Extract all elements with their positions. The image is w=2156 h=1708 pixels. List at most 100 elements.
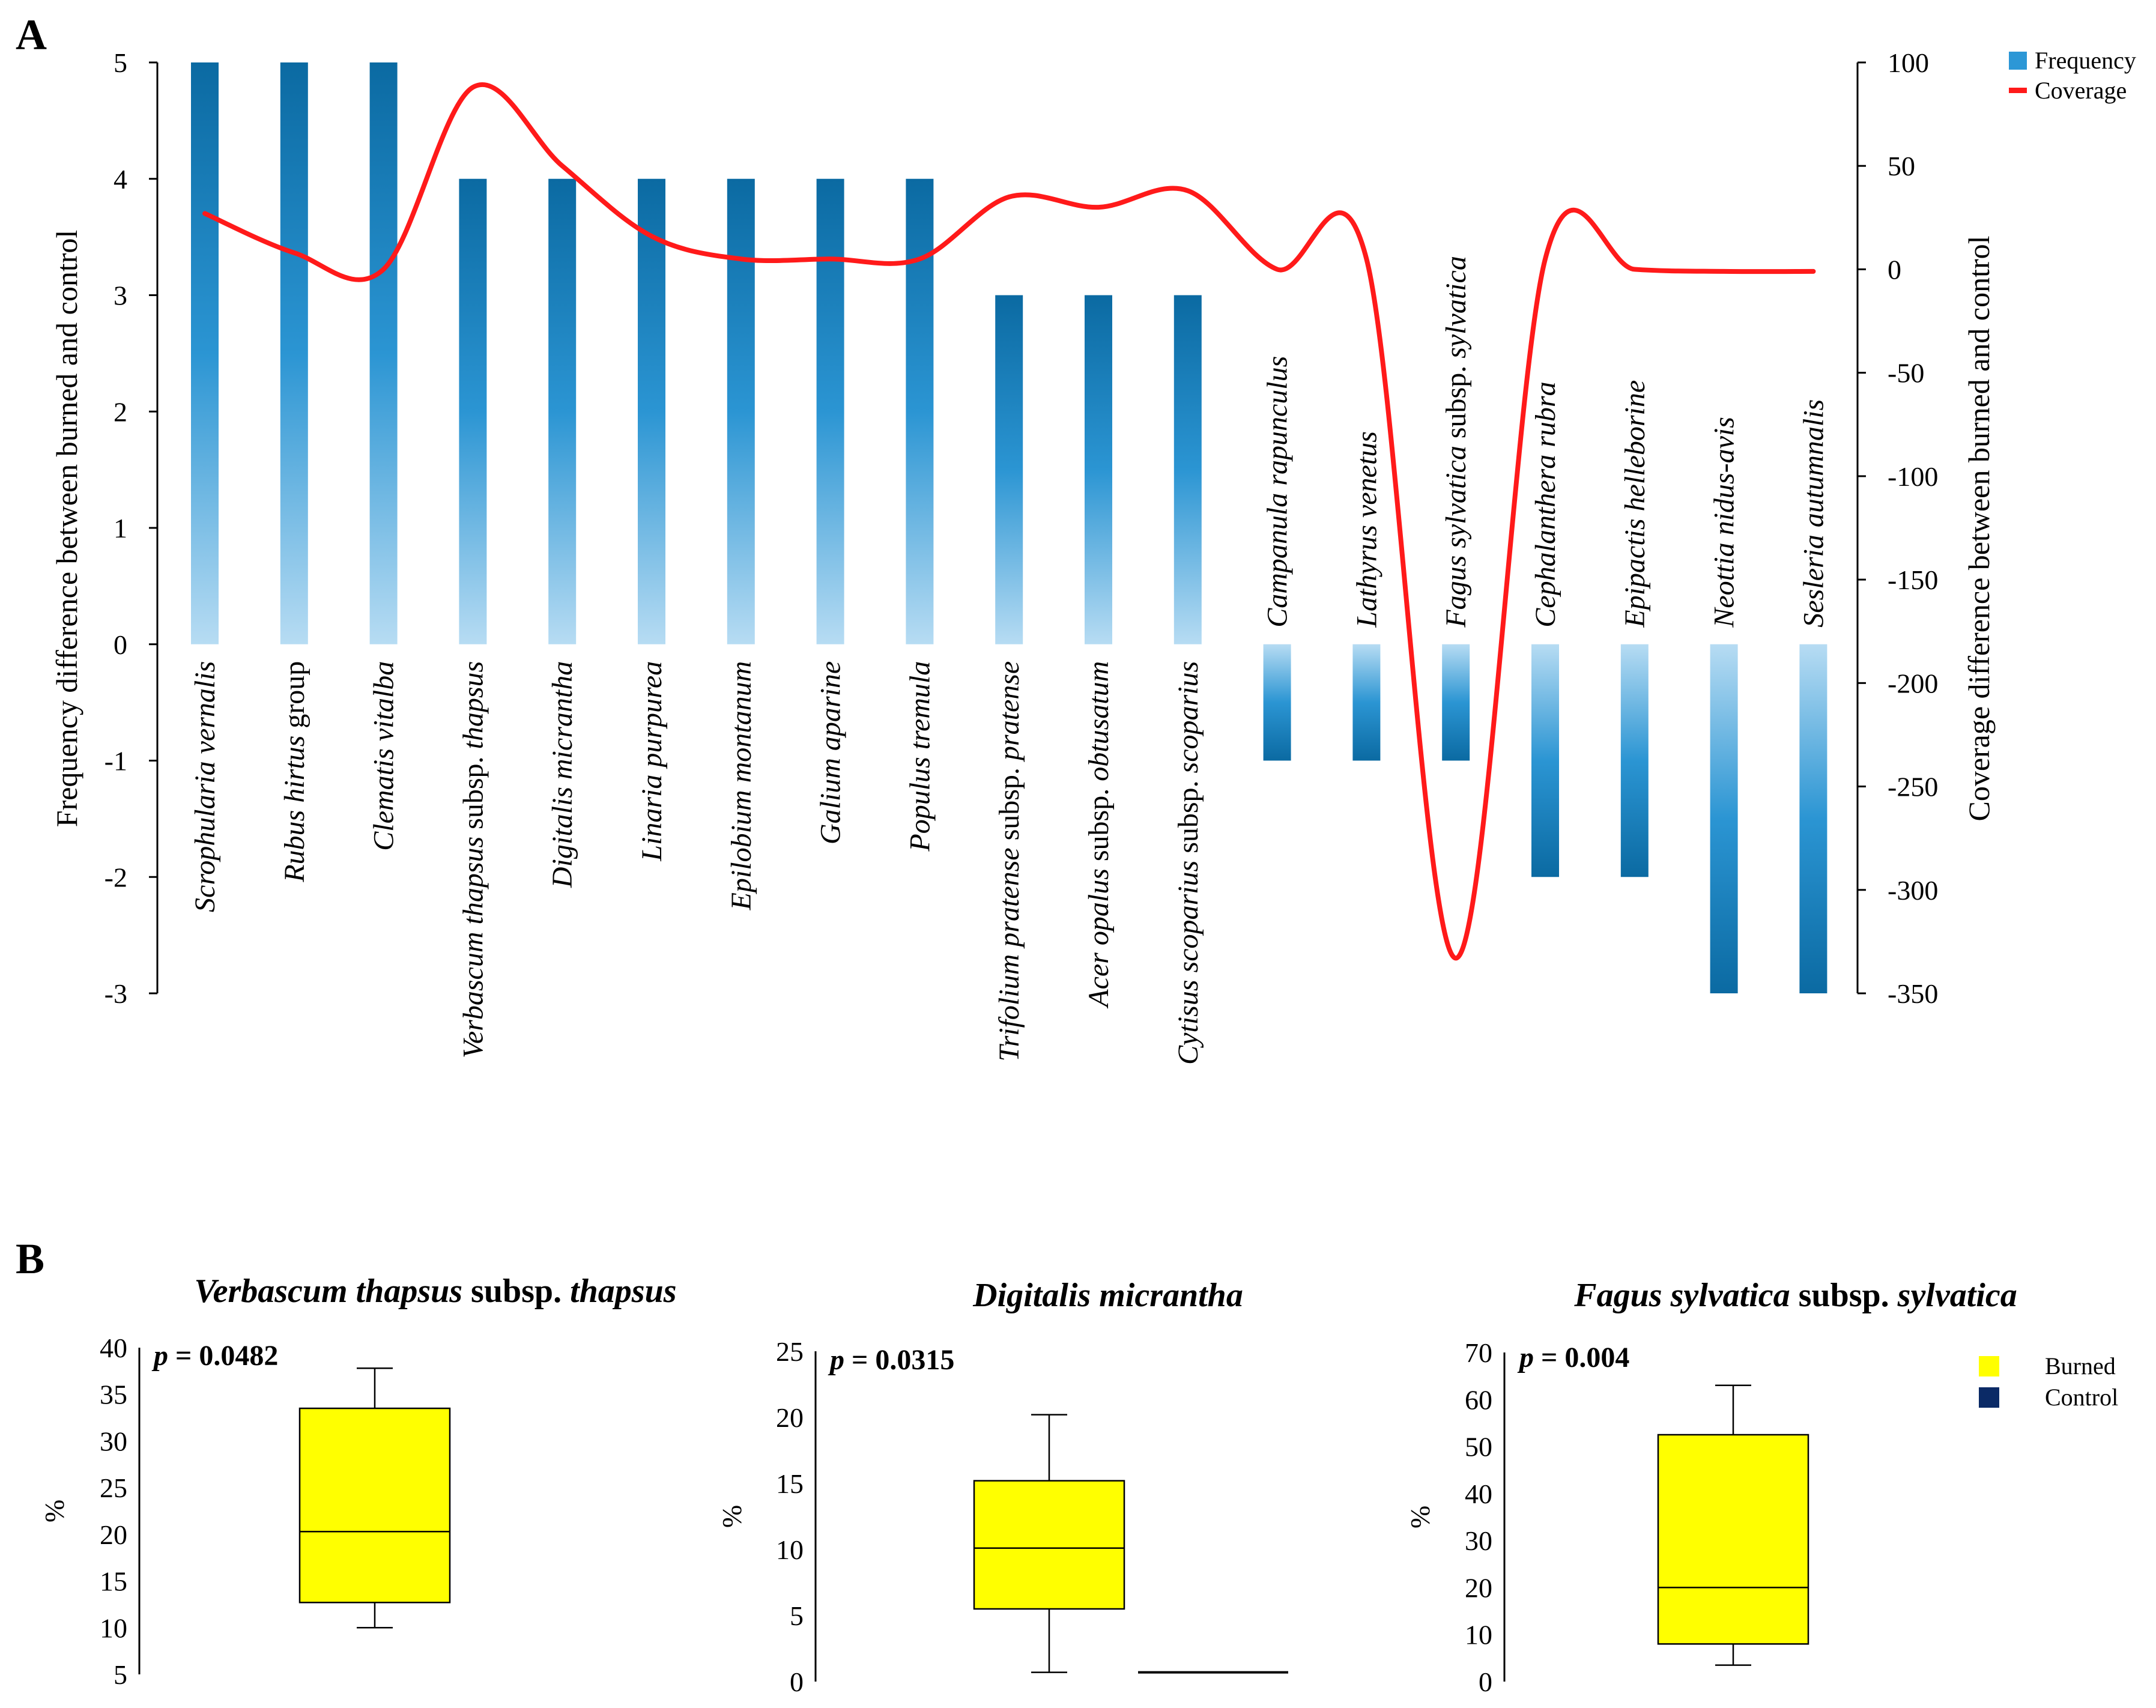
species-label-italic2: pratense xyxy=(993,661,1025,762)
frequency-bar xyxy=(1263,644,1291,761)
burned-box xyxy=(298,1407,451,1604)
species-labels: Scrophularia vernalis Rubus hirtus group C… xyxy=(189,256,1829,1065)
species-label-italic: Clematis vitalba xyxy=(368,661,400,851)
frequency-bar xyxy=(995,295,1023,644)
boxplot-title: Digitalis micrantha xyxy=(972,1277,1243,1314)
boxplot-title-plain: subsp. xyxy=(1790,1277,1898,1314)
right-tick-label: 0 xyxy=(1888,254,1901,285)
species-label-italic: Rubus hirtus xyxy=(279,736,310,883)
frequency-bar xyxy=(1620,644,1649,877)
frequency-bar xyxy=(727,178,755,644)
panel-b-label: B xyxy=(16,1235,44,1283)
panel-b-boxplots: Verbascum thapsus subsp. thapsus p = 0.04… xyxy=(39,1273,2017,1697)
right-tick-label: -200 xyxy=(1888,668,1938,698)
frequency-bar xyxy=(548,178,577,644)
species-label-italic: Sesleria autumnalis xyxy=(1797,399,1829,628)
frequency-bar xyxy=(816,178,844,644)
boxplot-tick-label: 15 xyxy=(776,1468,804,1499)
boxplot-tick-label: 60 xyxy=(1465,1384,1492,1415)
left-tick-label: -1 xyxy=(104,746,127,777)
boxplot-tick-label: 50 xyxy=(1465,1432,1492,1462)
frequency-bar xyxy=(280,62,308,644)
p-value-number: = 0.0482 xyxy=(168,1340,278,1372)
boxplot-tick-label: 10 xyxy=(1465,1620,1492,1650)
species-label: Populus tremula xyxy=(904,661,936,852)
left-axis-title: Frequency difference between burned and … xyxy=(50,230,83,827)
coverage-line xyxy=(202,82,1816,961)
boxplot-title: Fagus sylvatica subsp. sylvatica xyxy=(1573,1277,2017,1314)
legend-control-swatch xyxy=(1979,1387,1999,1408)
boxplot-title-italic: Verbascum thapsus xyxy=(194,1273,462,1310)
right-tick-label: -250 xyxy=(1888,772,1938,802)
frequency-bar xyxy=(638,178,665,644)
boxplot-tick-label: 35 xyxy=(100,1379,127,1410)
p-value: p = 0.0315 xyxy=(828,1344,954,1376)
boxplot-tick-label: 15 xyxy=(100,1566,127,1597)
boxplot-tick-label: 40 xyxy=(1465,1479,1492,1509)
species-label: Verbascum thapsus subsp. thapsus xyxy=(457,661,489,1058)
boxplot-tick-label: 10 xyxy=(100,1613,127,1643)
frequency-bar xyxy=(1710,644,1738,993)
p-value: p = 0.0482 xyxy=(151,1340,278,1372)
left-tick-label: -2 xyxy=(104,862,127,892)
legend-frequency-label: Frequency xyxy=(2035,47,2136,74)
boxplot-tick-label: 10 xyxy=(776,1534,804,1565)
p-value-number: = 0.004 xyxy=(1534,1342,1629,1373)
boxplot-title: Verbascum thapsus subsp. thapsus xyxy=(194,1273,676,1310)
boxplot-title-italic2: sylvatica xyxy=(1897,1277,2017,1314)
burned-box xyxy=(1657,1434,1809,1645)
frequency-bars xyxy=(191,62,1827,993)
legend-coverage-swatch xyxy=(2009,88,2027,93)
right-axis-title: Coverage difference between burned and c… xyxy=(1962,235,1996,821)
species-label: Epilobium montanum xyxy=(725,661,757,911)
burned-box xyxy=(973,1480,1125,1610)
p-value: p = 0.004 xyxy=(1517,1342,1629,1373)
frequency-bar xyxy=(1352,644,1381,761)
species-label: Rubus hirtus group xyxy=(279,661,310,883)
right-tick-label: -300 xyxy=(1888,875,1938,906)
species-label-plain: group xyxy=(279,661,310,736)
species-label: Galium aparine xyxy=(815,661,847,844)
species-label: Trifolium pratense subsp. pratense xyxy=(993,661,1025,1062)
boxplot-ylabel: % xyxy=(1405,1506,1435,1528)
species-label-plain: subsp. xyxy=(1172,773,1204,860)
frequency-bar xyxy=(1173,295,1202,644)
legend-burned-label: Burned xyxy=(2045,1352,2116,1379)
species-label-italic: Linaria purpurea xyxy=(636,661,668,862)
boxplot-tick-label: 25 xyxy=(100,1473,127,1503)
legend-control-label: Control xyxy=(2045,1384,2118,1411)
frequency-bar xyxy=(1531,644,1559,877)
boxplot-tick-label: 0 xyxy=(1479,1667,1492,1697)
species-label: Sesleria autumnalis xyxy=(1797,399,1829,628)
legend-coverage-label: Coverage xyxy=(2035,77,2127,104)
left-tick-label: 4 xyxy=(114,164,127,195)
right-tick-label: -50 xyxy=(1888,358,1924,389)
boxplot-ylabel: % xyxy=(716,1505,747,1528)
species-label-italic: Acer opalus xyxy=(1083,868,1115,1009)
species-label-italic: Cytisus scoparius xyxy=(1172,861,1204,1065)
left-tick-label: -3 xyxy=(104,978,127,1009)
species-label-italic: Scrophularia vernalis xyxy=(189,661,221,912)
species-label: Clematis vitalba xyxy=(368,661,400,851)
species-label-italic2: obtusatum xyxy=(1083,661,1115,781)
p-value-symbol: p xyxy=(1517,1342,1534,1373)
boxplot-title-italic: Digitalis micrantha xyxy=(972,1277,1243,1314)
species-label-italic: Trifolium pratense xyxy=(993,847,1025,1061)
boxplot-ylabel: % xyxy=(39,1500,70,1522)
boxplot-tick-label: 70 xyxy=(1465,1337,1492,1368)
boxplot-tick-label: 25 xyxy=(776,1336,804,1367)
boxplot-tick-label: 5 xyxy=(790,1600,804,1631)
frequency-bar xyxy=(369,62,398,644)
species-label-italic: Verbascum thapsus xyxy=(457,837,489,1058)
species-label-italic: Galium aparine xyxy=(815,661,847,844)
boxplot-tick-label: 30 xyxy=(1465,1525,1492,1556)
species-label-plain: subsp. xyxy=(1440,359,1472,446)
panel-a-combo-chart: -3 -2 -1 0 1 2 3 4 5 -350 -300 -250 -200 -150 -100 -50… xyxy=(50,47,2136,1065)
legend-a: Frequency Coverage xyxy=(2009,47,2136,104)
species-label: Fagus sylvatica subsp. sylvatica xyxy=(1440,256,1472,628)
species-label-italic: Lathyrus venetus xyxy=(1351,431,1382,628)
species-label: Cephalanthera rubra xyxy=(1530,381,1561,627)
boxplot-tick-label: 20 xyxy=(776,1402,804,1433)
species-label: Cytisus scoparius subsp. scoparius xyxy=(1172,661,1204,1065)
legend-b: Burned Control xyxy=(1979,1352,2118,1411)
